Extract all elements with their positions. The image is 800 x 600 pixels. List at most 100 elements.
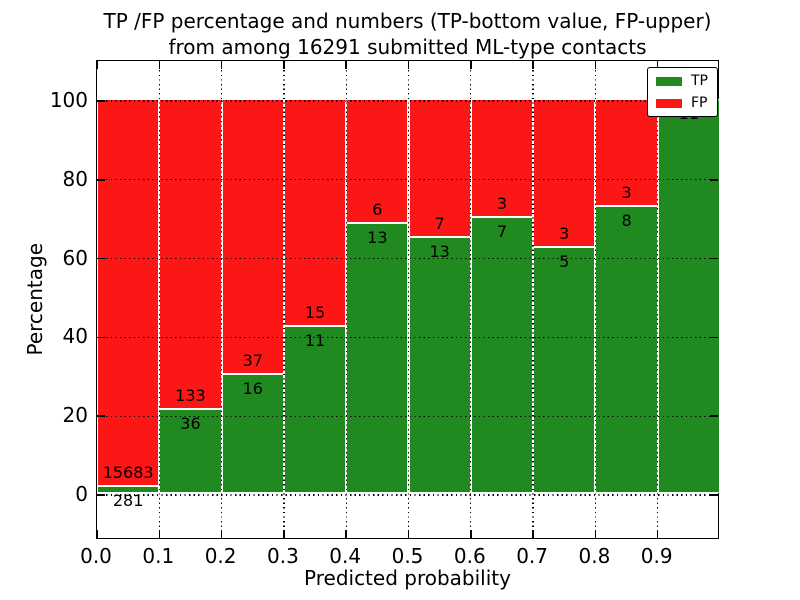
- x-tick-label: 0.0: [80, 544, 112, 568]
- x-gridline: [407, 61, 410, 538]
- bar-tp-segment: [595, 206, 658, 493]
- y-gridline: [97, 179, 718, 181]
- legend-label-tp: TP: [691, 73, 708, 89]
- x-tickmark-bottom: [594, 530, 597, 538]
- x-gridline: [470, 61, 472, 538]
- x-tickmark-bottom: [407, 530, 410, 538]
- y-gridline: [97, 336, 718, 339]
- x-gridline: [532, 61, 534, 538]
- bar-tp-segment: [346, 223, 409, 493]
- bar-fp-segment: [221, 99, 284, 375]
- bar-tp-segment: [283, 326, 347, 493]
- tp-count-label: 13: [367, 228, 388, 248]
- legend: TP FP: [647, 67, 718, 117]
- legend-item-tp: TP: [656, 74, 708, 88]
- x-tick-label: 0.1: [142, 544, 175, 568]
- x-tick-label: 0.6: [453, 544, 486, 568]
- bar-tp-segment: [408, 236, 471, 493]
- y-tick-label: 20: [62, 403, 88, 428]
- x-tick-label: 0.8: [578, 544, 611, 568]
- x-tick-label: 0.9: [640, 544, 673, 568]
- y-tickmark-left: [97, 336, 105, 339]
- y-tickmark-right: [710, 494, 718, 496]
- y-gridline: [97, 494, 718, 496]
- tp-count-label: 13: [429, 241, 450, 261]
- x-tickmark-top: [283, 61, 285, 69]
- y-tickmark-left: [97, 494, 105, 496]
- x-tickmark-bottom: [532, 530, 534, 538]
- x-tickmark-top: [407, 61, 410, 69]
- y-gridline: [97, 415, 718, 417]
- fp-count-label: 15: [304, 303, 326, 323]
- fp-count-label: 3: [559, 223, 570, 243]
- x-gridline: [657, 61, 659, 538]
- fp-swatch: [656, 98, 682, 108]
- tp-count-label: 7: [496, 222, 508, 242]
- x-gridline: [158, 61, 160, 538]
- fp-count-label: 3: [496, 194, 508, 214]
- y-gridline: [97, 257, 718, 260]
- y-tickmark-left: [97, 257, 105, 260]
- y-tickmark-left: [97, 415, 105, 417]
- bar-fp-segment: [159, 99, 222, 410]
- y-tick-label: 40: [62, 324, 88, 349]
- x-tick-label: 0.3: [266, 544, 299, 568]
- x-tickmark-bottom: [656, 530, 659, 538]
- fp-count-label: 7: [434, 213, 445, 233]
- tp-count-label: 36: [180, 414, 201, 434]
- bar-fp-segment: [470, 99, 534, 218]
- y-tickmark-right: [710, 415, 718, 417]
- tp-count-label: 16: [242, 379, 263, 399]
- x-gridline: [220, 61, 223, 538]
- tp-count-label: 11: [304, 331, 326, 351]
- y-tickmark-right: [710, 336, 718, 339]
- fp-count-label: 37: [242, 351, 263, 371]
- bar-fp-segment: [533, 99, 596, 247]
- x-tickmark-top: [158, 61, 161, 69]
- x-tickmark-bottom: [470, 530, 472, 538]
- legend-label-fp: FP: [691, 95, 708, 111]
- y-axis-label-wrap: Percentage: [22, 60, 48, 539]
- fp-count-label: 6: [372, 200, 383, 220]
- y-tick-label: 0: [75, 482, 88, 506]
- legend-item-fp: FP: [656, 96, 708, 110]
- y-tickmark-left: [97, 179, 105, 181]
- chart-title-line2: from among 16291 submitted ML-type conta…: [168, 35, 647, 59]
- x-tickmark-bottom: [283, 530, 285, 538]
- y-tick-label: 100: [49, 88, 88, 112]
- fp-count-label: 15683: [102, 463, 154, 483]
- fp-count-label: 3: [621, 183, 632, 203]
- fp-count-label: 133: [175, 386, 206, 406]
- x-gridline: [594, 61, 597, 538]
- x-tickmark-top: [532, 61, 534, 69]
- chart-title-line1: TP /FP percentage and numbers (TP-bottom…: [103, 9, 712, 33]
- x-tickmark-bottom: [158, 530, 161, 538]
- bar-fp-segment: [283, 99, 347, 327]
- x-tickmark-top: [470, 61, 472, 69]
- tp-count-label: 281: [112, 491, 144, 511]
- bar-tp-segment: [533, 246, 596, 493]
- x-tickmark-bottom: [96, 530, 98, 538]
- x-tickmark-top: [96, 61, 98, 69]
- chart-title: TP /FP percentage and numbers (TP-bottom…: [86, 8, 729, 60]
- x-tick-label: 0.5: [391, 544, 424, 568]
- tp-swatch: [656, 76, 682, 86]
- y-tickmark-right: [710, 257, 718, 260]
- bar-fp-segment: [595, 99, 658, 207]
- x-tick-label: 0.4: [329, 544, 362, 568]
- tp-count-label: 5: [559, 251, 570, 271]
- x-tickmark-bottom: [345, 530, 347, 538]
- x-tick-label: 0.2: [204, 544, 237, 568]
- y-tickmark-left: [97, 100, 105, 102]
- bar-tp-segment: [657, 99, 720, 493]
- x-tickmark-top: [345, 61, 347, 69]
- x-tick-label: 0.7: [516, 544, 548, 568]
- y-gridline: [97, 100, 718, 102]
- x-gridline: [283, 61, 285, 538]
- bar-fp-segment: [97, 99, 160, 487]
- x-tickmark-top: [594, 61, 597, 69]
- y-tickmark-right: [710, 179, 718, 181]
- y-tick-label: 80: [62, 166, 88, 191]
